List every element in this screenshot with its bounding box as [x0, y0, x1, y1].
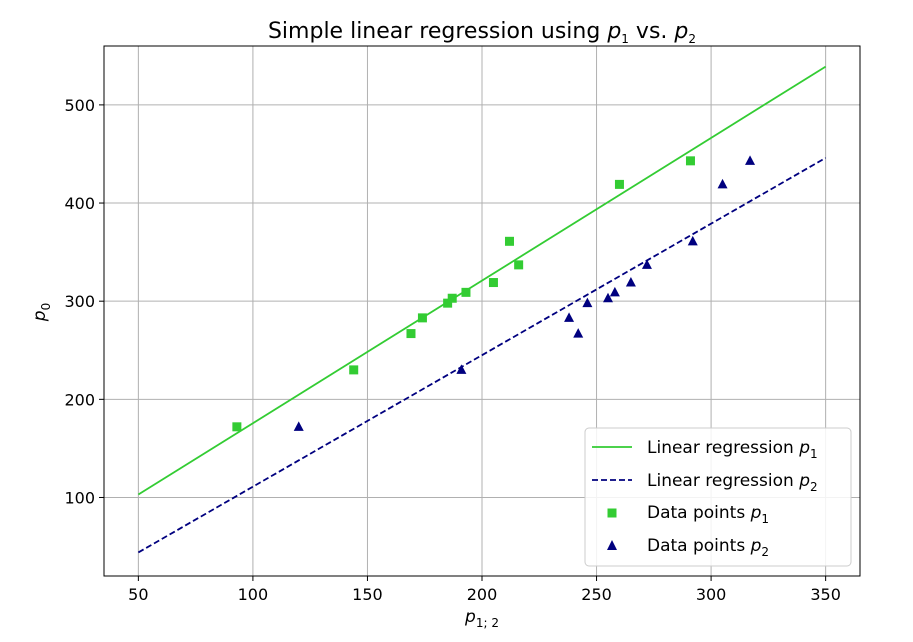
legend-label-line-p2: Linear regression p2: [647, 471, 818, 494]
legend-box: [584, 427, 852, 567]
legend: Linear regression p1 Linear regression p…: [584, 427, 852, 567]
y-tick-label: 500: [64, 96, 95, 115]
data-point-p2: [564, 312, 575, 322]
data-point-p2: [573, 328, 584, 338]
data-point-p1: [685, 156, 695, 166]
data-point-p1: [614, 179, 624, 189]
y-tick-label: 100: [64, 488, 95, 507]
axis-ticks: 50 100 150 200 250 300 350 100 200 300 400 500: [64, 96, 840, 604]
x-tick-label: 200: [467, 585, 498, 604]
legend-marker-p1: [607, 508, 617, 518]
data-point-p2: [717, 178, 728, 189]
x-tick-label: 350: [810, 585, 841, 604]
data-point-p1: [488, 278, 498, 288]
legend-label-points-p1: Data points p1: [647, 503, 769, 526]
x-tick-label: 50: [128, 585, 148, 604]
plot-area: [137, 65, 827, 554]
data-point-p2: [625, 277, 636, 287]
data-point-p2: [293, 421, 304, 431]
data-point-p1: [514, 260, 524, 270]
y-axis-label: p0: [30, 303, 53, 322]
data-point-p2: [609, 286, 620, 297]
chart-title: Simple linear regression using p1 vs. p2: [268, 19, 696, 46]
y-tick-label: 400: [64, 194, 95, 213]
legend-marker-p2: [607, 540, 617, 550]
x-tick-label: 300: [696, 585, 727, 604]
x-axis-label: p1; 2: [464, 607, 499, 630]
x-tick-label: 150: [352, 585, 383, 604]
legend-label-points-p2: Data points p2: [647, 536, 769, 559]
data-point-p1: [406, 329, 416, 339]
data-point-p2: [641, 259, 652, 269]
data-point-p1: [504, 236, 514, 246]
data-point-p2: [603, 292, 613, 303]
x-tick-label: 250: [581, 585, 612, 604]
y-tick-label: 300: [64, 292, 95, 311]
data-point-p2: [582, 297, 593, 308]
regression-line-p2: [137, 157, 827, 554]
data-point-p1: [443, 298, 453, 308]
regression-line-p1: [137, 65, 827, 496]
grid: [104, 46, 860, 576]
y-tick-label: 200: [64, 390, 95, 409]
data-point-p1: [417, 313, 427, 323]
data-point-p1: [447, 293, 457, 303]
data-point-p1: [232, 422, 242, 432]
legend-label-line-p1: Linear regression p1: [647, 438, 818, 461]
data-point-p1: [349, 365, 359, 375]
data-point-p2: [745, 155, 756, 165]
x-tick-label: 100: [238, 585, 269, 604]
data-point-p1: [461, 287, 471, 297]
data-point-p2: [687, 235, 698, 246]
data-point-p2: [456, 364, 467, 374]
